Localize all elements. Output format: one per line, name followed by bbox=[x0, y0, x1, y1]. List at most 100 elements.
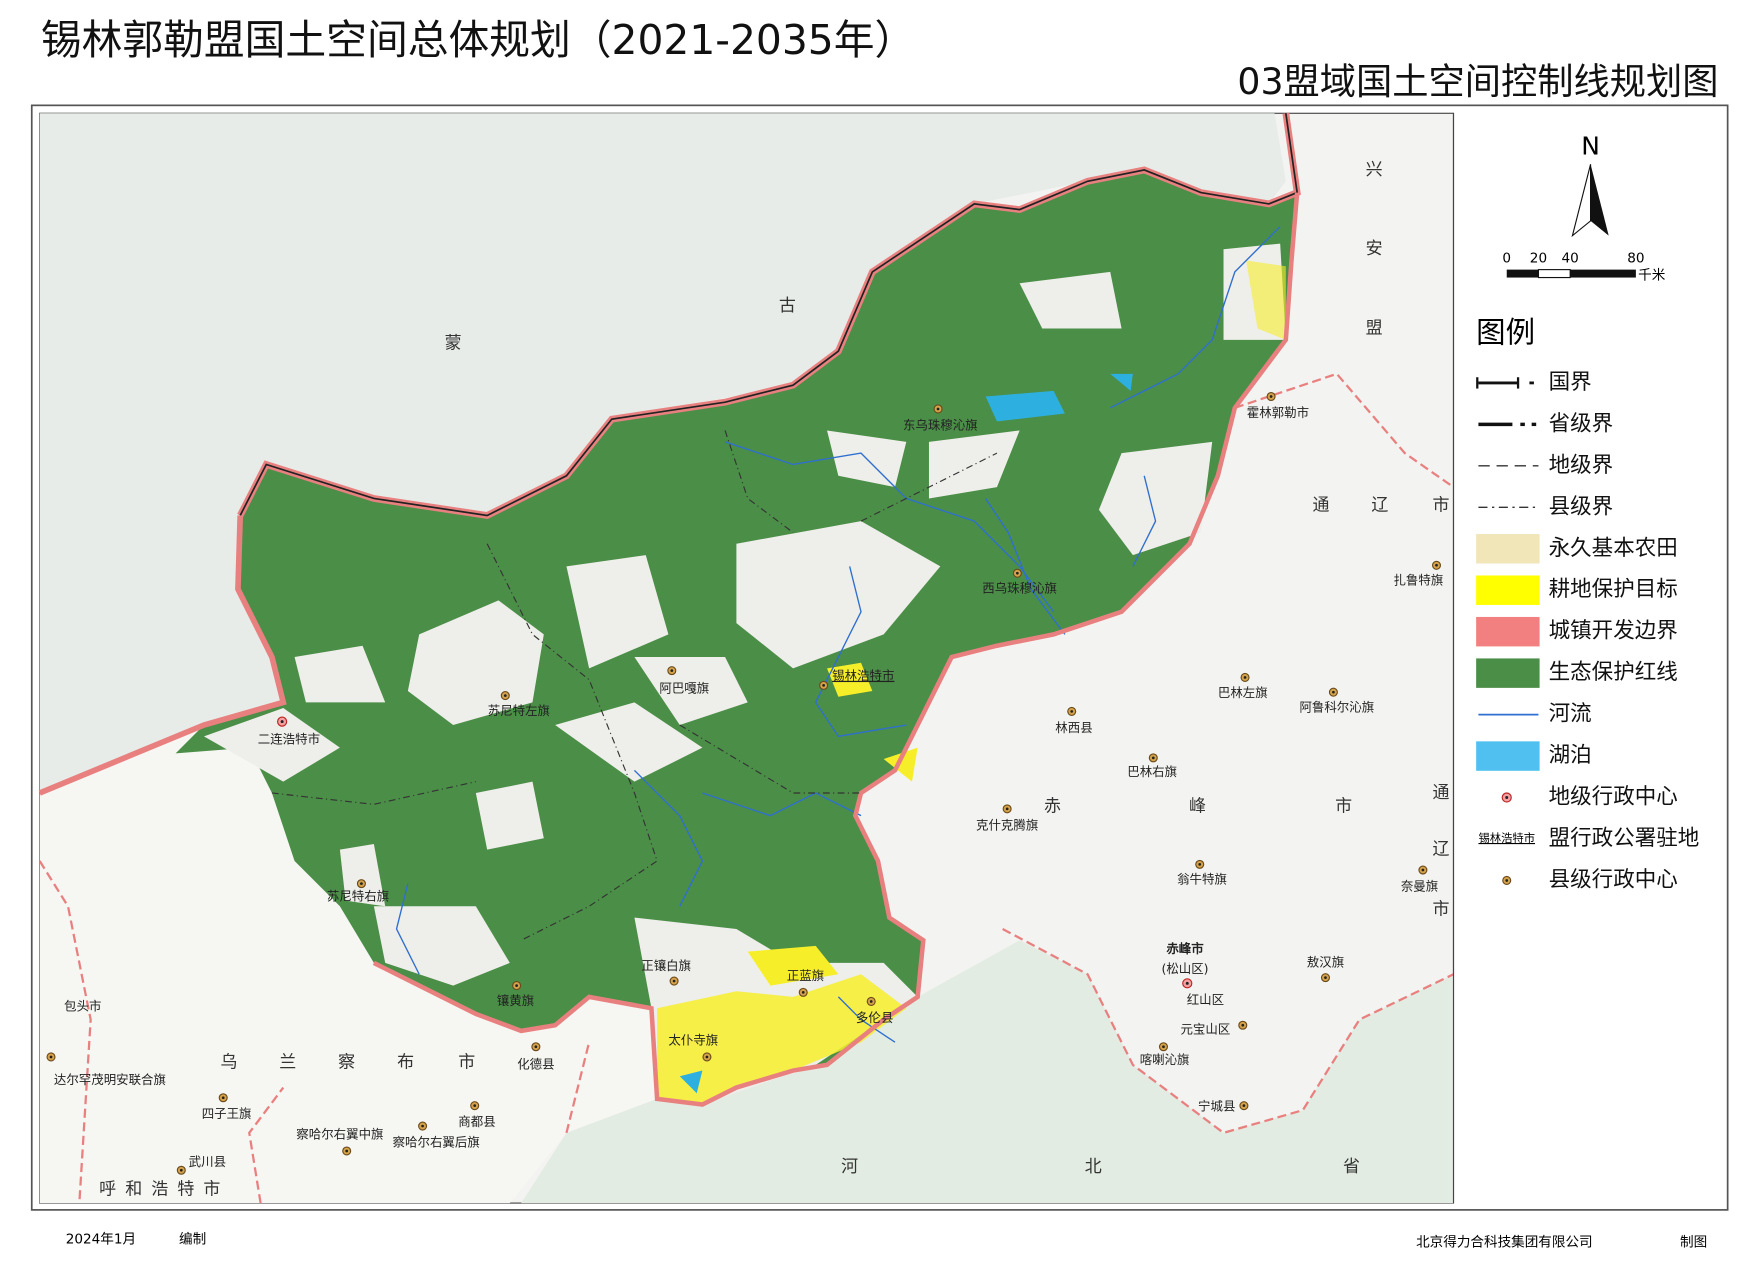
scale-tick-label: 20 bbox=[1530, 250, 1547, 266]
region-label: 古 bbox=[779, 296, 796, 316]
legend-label: 耕地保护目标 bbox=[1549, 577, 1678, 602]
dot bbox=[1243, 676, 1247, 679]
place-label: 东乌珠穆沁旗 bbox=[903, 417, 978, 432]
legend-symbol bbox=[1505, 879, 1509, 882]
place-label: 林西县 bbox=[1055, 720, 1092, 735]
region-label: 特 bbox=[177, 1179, 194, 1199]
place-label: 霍林郭勒市 bbox=[1247, 405, 1309, 420]
place-label: 察哈尔右翼中旗 bbox=[296, 1127, 383, 1142]
dot bbox=[1332, 690, 1335, 694]
legend-swatch bbox=[1476, 534, 1540, 564]
legend-symbol bbox=[1505, 796, 1509, 800]
region-labels: 蒙古兴安盟通辽市通辽市赤峰市乌兰察布市河北省呼和浩特市 bbox=[99, 160, 1449, 1200]
legend-swatch bbox=[1476, 741, 1540, 771]
legend-label: 永久基本农田 bbox=[1549, 536, 1678, 561]
place-label: 巴林右旗 bbox=[1127, 764, 1177, 779]
region-label: 兰 bbox=[279, 1053, 296, 1073]
title: 锡林郭勒盟国土空间总体规划（2021-2035年） bbox=[41, 16, 915, 64]
dot bbox=[670, 669, 674, 673]
region-label: 辽 bbox=[1371, 495, 1388, 515]
dot bbox=[1162, 1045, 1165, 1049]
dot bbox=[221, 1096, 225, 1100]
region-label: 浩 bbox=[151, 1179, 168, 1199]
place-label: 苏尼特左旗 bbox=[488, 703, 550, 718]
region-label: 通 bbox=[1433, 783, 1450, 803]
legend-swatch bbox=[1476, 616, 1540, 647]
place-label: 化德县 bbox=[517, 1056, 554, 1071]
legend-label: 河流 bbox=[1549, 702, 1592, 727]
legend-label: 县级界 bbox=[1549, 494, 1614, 519]
dot bbox=[1070, 710, 1074, 713]
place-label: 红山区 bbox=[1187, 992, 1224, 1007]
region-label: 市 bbox=[1433, 900, 1450, 920]
legend-label: 湖泊 bbox=[1549, 743, 1592, 768]
dot bbox=[280, 720, 284, 724]
dot bbox=[473, 1104, 477, 1108]
place-label: 扎鲁特旗 bbox=[1393, 573, 1443, 588]
region-label: 乌 bbox=[220, 1053, 237, 1073]
place-label: 察哈尔右翼后旗 bbox=[393, 1135, 480, 1150]
region-label: 呼 bbox=[99, 1179, 116, 1199]
place-label: 赤峰市 bbox=[1166, 941, 1204, 956]
place-label: 西乌珠穆沁旗 bbox=[982, 581, 1057, 596]
place-label: 正蓝旗 bbox=[787, 968, 824, 983]
place-label: 锡林浩特市 bbox=[832, 668, 894, 683]
dot bbox=[1198, 863, 1202, 866]
dot bbox=[936, 407, 940, 411]
dot bbox=[345, 1149, 349, 1153]
legend-label: 城镇开发边界 bbox=[1549, 619, 1678, 644]
dot bbox=[1185, 981, 1189, 985]
region-label: 市 bbox=[203, 1179, 220, 1199]
footer-company: 北京得力合科技集团有限公司 bbox=[1416, 1234, 1593, 1251]
footer-compiled: 编制 bbox=[179, 1231, 206, 1247]
place-label: (松山区) bbox=[1161, 961, 1208, 976]
dot bbox=[672, 979, 676, 983]
place-label: 宁城县 bbox=[1198, 1098, 1235, 1113]
dot bbox=[534, 1045, 538, 1049]
subtitle: 03盟域国土空间控制线规划图 bbox=[1237, 60, 1718, 103]
north-arrow: N bbox=[1571, 131, 1609, 238]
dot bbox=[421, 1124, 424, 1128]
region-label: 市 bbox=[1335, 797, 1352, 817]
region-label: 安 bbox=[1366, 239, 1383, 259]
legend-label: 盟行政公署驻地 bbox=[1549, 826, 1700, 851]
region-label: 和 bbox=[125, 1179, 142, 1199]
region-label: 察 bbox=[338, 1053, 355, 1073]
scale-unit: 千米 bbox=[1638, 267, 1666, 283]
legend-swatch bbox=[1476, 658, 1540, 688]
dot bbox=[1241, 1023, 1245, 1027]
legend-label: 地级行政中心 bbox=[1549, 785, 1678, 810]
place-label: 太仆寺旗 bbox=[668, 1033, 718, 1048]
place-label: 镶黄旗 bbox=[497, 993, 534, 1008]
place-label: 翁牛特旗 bbox=[1177, 872, 1227, 887]
place-label: 二连浩特市 bbox=[258, 731, 320, 746]
region-label: 北 bbox=[1085, 1157, 1102, 1177]
region-label: 河 bbox=[841, 1157, 858, 1177]
lakes bbox=[679, 373, 1133, 1094]
legend-label: 省级界 bbox=[1549, 411, 1614, 436]
legend-label: 生态保护红线 bbox=[1549, 660, 1678, 685]
dot bbox=[1242, 1104, 1246, 1108]
footer-drawn: 制图 bbox=[1680, 1235, 1707, 1251]
place-label: 正镶白旗 bbox=[641, 958, 691, 973]
dot bbox=[515, 984, 518, 987]
dot bbox=[1421, 868, 1425, 872]
region-label: 盟 bbox=[1366, 319, 1383, 339]
footer-date: 2024年1月 bbox=[66, 1231, 136, 1247]
place-label: 四子王旗 bbox=[202, 1106, 252, 1121]
place-label: 多伦县 bbox=[856, 1010, 893, 1025]
region-label: 省 bbox=[1343, 1157, 1360, 1177]
dot bbox=[869, 1000, 873, 1003]
place-label: 奈曼旗 bbox=[1401, 879, 1438, 894]
dot bbox=[360, 882, 363, 885]
region-label: 蒙 bbox=[445, 333, 462, 353]
dot bbox=[503, 694, 507, 697]
legend-label: 国界 bbox=[1549, 370, 1592, 395]
dot bbox=[179, 1168, 183, 1172]
place-label: 阿巴嘎旗 bbox=[659, 680, 709, 695]
place-label: 阿鲁科尔沁旗 bbox=[1299, 700, 1374, 715]
place-label: 包头市 bbox=[64, 999, 101, 1014]
